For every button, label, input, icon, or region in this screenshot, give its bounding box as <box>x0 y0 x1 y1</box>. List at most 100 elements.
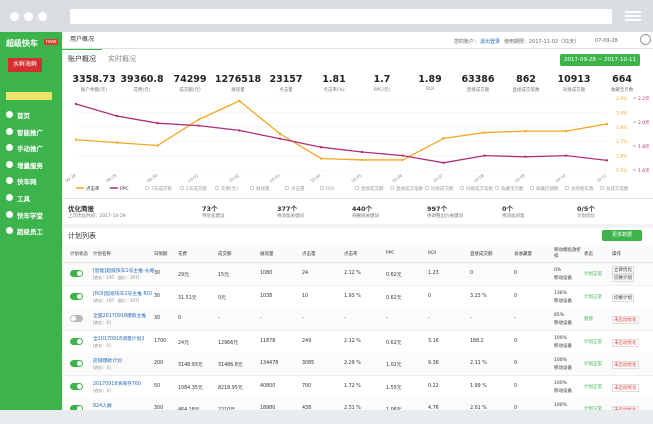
cell: 40800 <box>260 383 276 389</box>
cell: 0 <box>178 316 182 321</box>
point <box>156 144 159 147</box>
tab[interactable]: 账户概况 <box>68 55 96 63</box>
legend-swatch <box>389 185 395 191</box>
mobile-discount: 移动设备 <box>554 321 572 326</box>
plan-sub: [底价：197 · 超价：197] <box>93 297 140 303</box>
action-button[interactable]: 未启动优化 <box>612 338 639 347</box>
cell: 24 <box>302 271 309 276</box>
menu-icon[interactable] <box>625 11 641 21</box>
toggle[interactable] <box>70 292 83 300</box>
brief-value: 0/5个 <box>577 205 595 213</box>
cell: 1.55元 <box>386 385 402 391</box>
menu-item[interactable]: 工具 <box>0 190 62 205</box>
brief-label: 待添加创意 <box>502 214 525 219</box>
x-tick-label: 10-07 <box>432 172 445 183</box>
point <box>564 129 568 133</box>
mobile-discount: 100% <box>554 403 567 408</box>
cell: 2.12 % <box>344 271 361 276</box>
cell: 0 <box>514 383 518 389</box>
toggle[interactable] <box>70 270 83 277</box>
toggle[interactable] <box>70 360 83 367</box>
plans-title: 计划列表 <box>68 232 96 240</box>
plan-sub: [底价：0] <box>93 320 111 325</box>
point <box>605 159 609 162</box>
plan-name[interactable]: 店铺爆款计划 <box>93 359 122 364</box>
date-button[interactable]: 2017-09-28 ~ 2017-10-11 <box>560 54 640 66</box>
plan-name[interactable]: [智能]超级快车1号主推-长尾 <box>93 269 155 274</box>
plan-name[interactable]: 20170918清库存760 <box>93 381 141 387</box>
cell: 11878 <box>260 338 276 344</box>
menu-item[interactable]: 手动推广 <box>0 140 62 155</box>
plan-status: 计划正常 <box>584 384 602 390</box>
toggle[interactable] <box>70 382 83 390</box>
table-row: 全国20170918爆款主推 [底价：0] 30 0 - - - - - - - - 85% 移动设备 暂停… <box>62 308 653 331</box>
stat-value: 862 <box>516 74 536 85</box>
cell: 18980 <box>260 406 276 410</box>
cell: - <box>514 316 516 321</box>
menu-item[interactable]: 首页 <box>0 107 62 122</box>
dot <box>10 12 19 21</box>
trend-chart: 1.5% 1.6% 1.7% 1.8% 1.9% 2.0% 1.6元 1.8元 2.0元 2.2元… <box>64 96 650 192</box>
point <box>360 158 364 162</box>
menu-item[interactable]: 快车学堂 <box>0 207 62 222</box>
action-button[interactable]: 未启动优化 <box>612 406 639 410</box>
plan-name[interactable]: [ROI]超级快车2号主推 ROI <box>93 291 152 297</box>
menu-item[interactable]: 智能推广 <box>0 124 62 139</box>
brief-value: 997个 <box>427 205 448 213</box>
action-button[interactable]: 切换计划 <box>612 274 634 282</box>
plan-name[interactable]: 824人群 <box>93 404 112 409</box>
legend-swatch <box>564 185 570 191</box>
brief-label: 待调整出价关键词 <box>427 214 463 219</box>
legend-label: 总购物车数 <box>571 185 594 192</box>
action-button[interactable]: 立即优化 <box>612 266 634 274</box>
avatar <box>640 34 651 45</box>
column-header: 点击率 <box>344 252 358 257</box>
menu-icon <box>6 227 13 235</box>
action-button[interactable]: 切换计划 <box>612 293 634 302</box>
toggle[interactable] <box>70 405 83 410</box>
point <box>401 158 404 162</box>
cell: 1084.35元 <box>178 385 203 391</box>
column-header: 成交额 <box>218 252 232 257</box>
top-tab[interactable]: 用户概况 <box>62 32 103 50</box>
toggle[interactable] <box>70 337 83 345</box>
cell: 0.62元 <box>386 273 402 278</box>
brief-value: 73个 <box>202 205 218 213</box>
x-tick-label: 10-10 <box>554 172 567 183</box>
toggle-knob <box>77 406 82 410</box>
stat-value: 10913 <box>557 74 591 85</box>
plan-name[interactable]: 全国20170918爆款主推 <box>93 314 147 319</box>
action-button[interactable]: 未启动优化 <box>612 383 639 392</box>
legend-label: 展现量 <box>256 185 270 192</box>
x-tick-label: 10-08 <box>473 172 486 183</box>
point <box>74 138 78 141</box>
toggle[interactable] <box>70 315 83 322</box>
cell: 50 <box>154 383 161 389</box>
action-button[interactable]: 未启动优化 <box>612 316 639 324</box>
shop-logo: 水鲜海鲜 <box>8 58 42 72</box>
menu-item[interactable]: 快车网 <box>0 173 62 188</box>
sidebar: 超级快车 new 水鲜海鲜 首页 智能推广 手动推广 增量服务 快车网 工具 快车学堂 超级员工 <box>0 32 62 410</box>
x-tick-label: 10-11 <box>595 172 608 183</box>
menu-item[interactable]: 增量服务 <box>0 157 62 172</box>
toggle-knob <box>77 338 82 344</box>
logout[interactable]: 退出登录 <box>480 39 501 45</box>
divider <box>62 48 653 49</box>
cell: 0 <box>514 406 518 410</box>
action-button[interactable]: 未启动优化 <box>612 361 639 369</box>
point <box>442 137 445 140</box>
cell: 200 <box>154 361 164 366</box>
tab[interactable]: 实时概况 <box>108 55 136 63</box>
menu-item[interactable]: 超级员工 <box>0 223 62 238</box>
point <box>279 132 282 136</box>
plan-name[interactable]: 全20170918调量计划2 <box>93 336 145 342</box>
x-tick-label: 10-01 <box>187 172 200 183</box>
cell: 0.22 <box>428 383 439 389</box>
cell: 249 <box>302 338 312 344</box>
address-bar[interactable] <box>70 9 612 24</box>
y2-tick-label: 2.2元 <box>638 96 650 102</box>
dot <box>24 12 33 21</box>
more-button[interactable]: 更多数据 <box>602 230 642 241</box>
plan-sub: [底价：0] <box>93 387 111 393</box>
stat-label: PPC(元) <box>373 88 391 93</box>
